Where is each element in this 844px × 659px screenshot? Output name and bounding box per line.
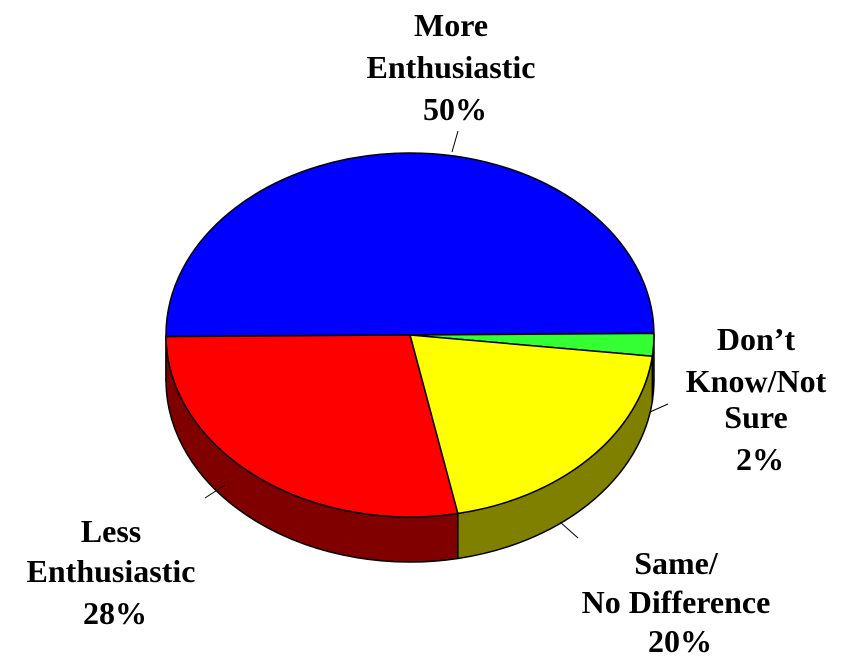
label-line: More (414, 7, 488, 43)
pie-tops (165, 152, 655, 518)
label-value: 50% (423, 91, 487, 127)
slice-more-enthusiastic (165, 152, 655, 338)
label-line: Sure (724, 399, 787, 435)
label-line: No Difference (582, 584, 771, 620)
leader-lines (204, 130, 669, 539)
slice-same-no-difference (409, 334, 654, 515)
label-line: Enthusiastic (27, 553, 196, 589)
label-value: 28% (83, 595, 147, 631)
label-more-enthusiastic: More Enthusiastic 50% (367, 7, 544, 127)
label-less-enthusiastic: Less Enthusiastic 28% (27, 513, 204, 631)
label-line: Less (81, 513, 141, 549)
label-line: Know/Not (686, 363, 827, 399)
leader-line-less-enthusiastic (204, 484, 226, 499)
leader-line-same-no-difference (559, 521, 579, 539)
leader-line-dont-know-not-sure (649, 403, 669, 413)
label-line: Enthusiastic (367, 49, 536, 85)
label-value: 2% (736, 441, 784, 477)
label-line: Don’t (717, 321, 796, 357)
leader-line-more-enthusiastic (451, 130, 459, 153)
slice-less-enthusiastic (165, 334, 459, 518)
label-dont-know-not-sure: Don’t Know/Not Sure 2% (686, 321, 834, 477)
label-value: 20% (648, 623, 712, 659)
label-line: Same/ (634, 545, 719, 581)
label-same-no-difference: Same/ No Difference 20% (582, 545, 779, 659)
